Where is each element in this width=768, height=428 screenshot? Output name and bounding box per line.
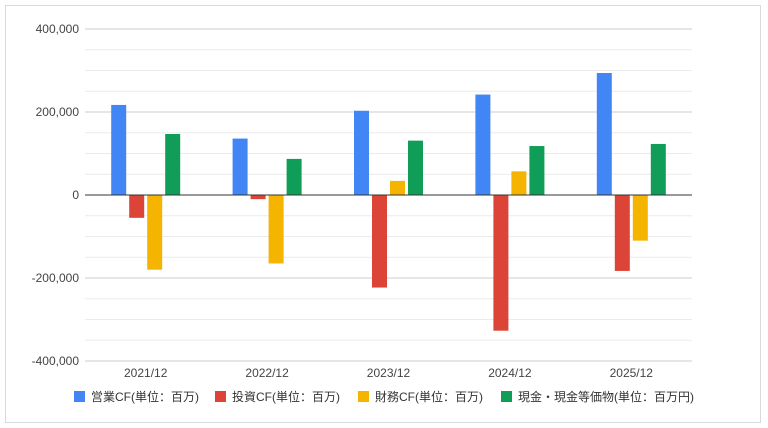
legend-swatch <box>215 391 226 402</box>
x-category-label: 2025/12 <box>610 366 654 380</box>
legend-label: 営業CF(単位：百万) <box>91 389 199 404</box>
bar <box>129 195 145 218</box>
x-category-label: 2021/12 <box>124 366 168 380</box>
bar <box>529 146 545 195</box>
bar <box>511 171 527 195</box>
bar <box>354 110 369 195</box>
bar <box>165 133 181 195</box>
bar <box>650 143 666 195</box>
x-category-label: 2023/12 <box>367 366 411 380</box>
legend-swatch <box>501 391 512 402</box>
bar <box>286 158 302 195</box>
bar <box>147 195 163 270</box>
legend-label: 投資CF(単位：百万) <box>232 389 340 404</box>
bar <box>232 138 248 195</box>
y-tick-label: -200,000 <box>32 271 80 285</box>
bar <box>596 72 612 195</box>
legend-swatch <box>358 391 369 402</box>
legend-label: 現金・現金等価物(単位：百万円) <box>518 389 694 404</box>
bar <box>390 180 405 195</box>
x-category-label: 2024/12 <box>488 366 532 380</box>
legend: 営業CF(単位：百万) 投資CF(単位：百万) 財務CF(単位：百万) 現金・現金等価… <box>74 389 694 404</box>
bar <box>475 94 491 195</box>
bar <box>268 195 284 264</box>
y-tick-label: -400,000 <box>32 354 80 368</box>
bar <box>111 104 127 195</box>
y-tick-label: 0 <box>72 188 79 202</box>
x-category-label: 2022/12 <box>245 366 289 380</box>
bar <box>250 195 266 200</box>
bar <box>408 140 423 195</box>
x-axis-categories: 2021/12 2022/12 2023/12 2024/12 2025/12 <box>124 366 653 380</box>
bar <box>493 195 509 331</box>
y-tick-label: 200,000 <box>36 105 80 119</box>
y-tick-label: 400,000 <box>36 22 80 36</box>
bars <box>111 72 666 331</box>
legend-label: 財務CF(単位：百万) <box>375 389 483 404</box>
legend-swatch <box>74 391 85 402</box>
bar <box>614 195 630 271</box>
y-axis-ticks: 400,000 200,000 0 -200,000 -400,000 <box>32 22 80 368</box>
bar <box>632 195 648 241</box>
bar <box>372 195 387 288</box>
